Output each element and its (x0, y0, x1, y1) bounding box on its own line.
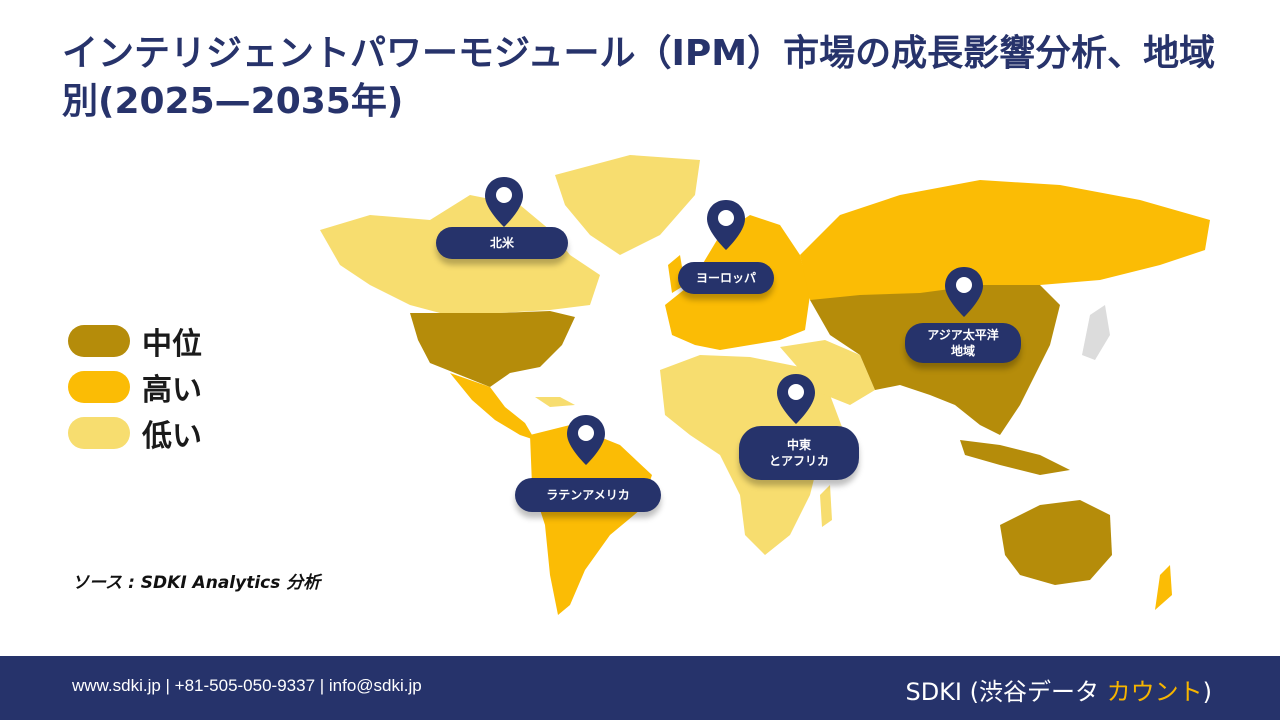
world-map (320, 155, 1210, 615)
map-pin-icon (777, 374, 815, 424)
japan-shape (1082, 305, 1110, 360)
middle-east-shape (780, 340, 875, 405)
region-label-asia-pacific: アジア太平洋 地域 (905, 323, 1021, 363)
map-pin-icon (485, 177, 523, 227)
region-label-middle-east-africa: 中東 とアフリカ (739, 426, 859, 480)
caribbean-shape (535, 397, 575, 407)
region-label-europe: ヨーロッパ (678, 262, 774, 294)
legend-item-medium: 中位 (68, 318, 202, 364)
legend-swatch (68, 417, 130, 449)
sea-islands-shape (960, 440, 1070, 475)
footer-contact: www.sdki.jp | +81-505-050-9337 | info@sd… (72, 676, 422, 695)
region-label-latin-america: ラテンアメリカ (515, 478, 661, 512)
footer: www.sdki.jp | +81-505-050-9337 | info@sd… (0, 656, 1280, 720)
region-label-north-america: 北米 (436, 227, 568, 259)
page-title: インテリジェントパワーモジュール（IPM）市場の成長影響分析、地域別(2025—… (62, 33, 1216, 122)
source-note: ソース : SDKI Analytics 分析 (72, 573, 321, 593)
new-zealand-shape (1155, 565, 1172, 610)
legend-item-high: 高い (68, 364, 202, 410)
map-pin-icon (567, 415, 605, 465)
south-america-shape (530, 425, 652, 615)
legend: 中位 高い 低い (68, 318, 202, 456)
russia-shape (800, 180, 1210, 310)
greenland-shape (555, 155, 700, 255)
legend-swatch (68, 371, 130, 403)
legend-item-low: 低い (68, 410, 202, 456)
legend-swatch (68, 325, 130, 357)
footer-brand: SDKI (渋谷データ カウント) (905, 678, 1212, 706)
mexico-shape (450, 373, 535, 440)
usa-shape (410, 311, 575, 387)
map-pin-icon (945, 267, 983, 317)
madagascar-shape (820, 485, 832, 527)
map-pin-icon (707, 200, 745, 250)
australia-shape (1000, 500, 1112, 585)
